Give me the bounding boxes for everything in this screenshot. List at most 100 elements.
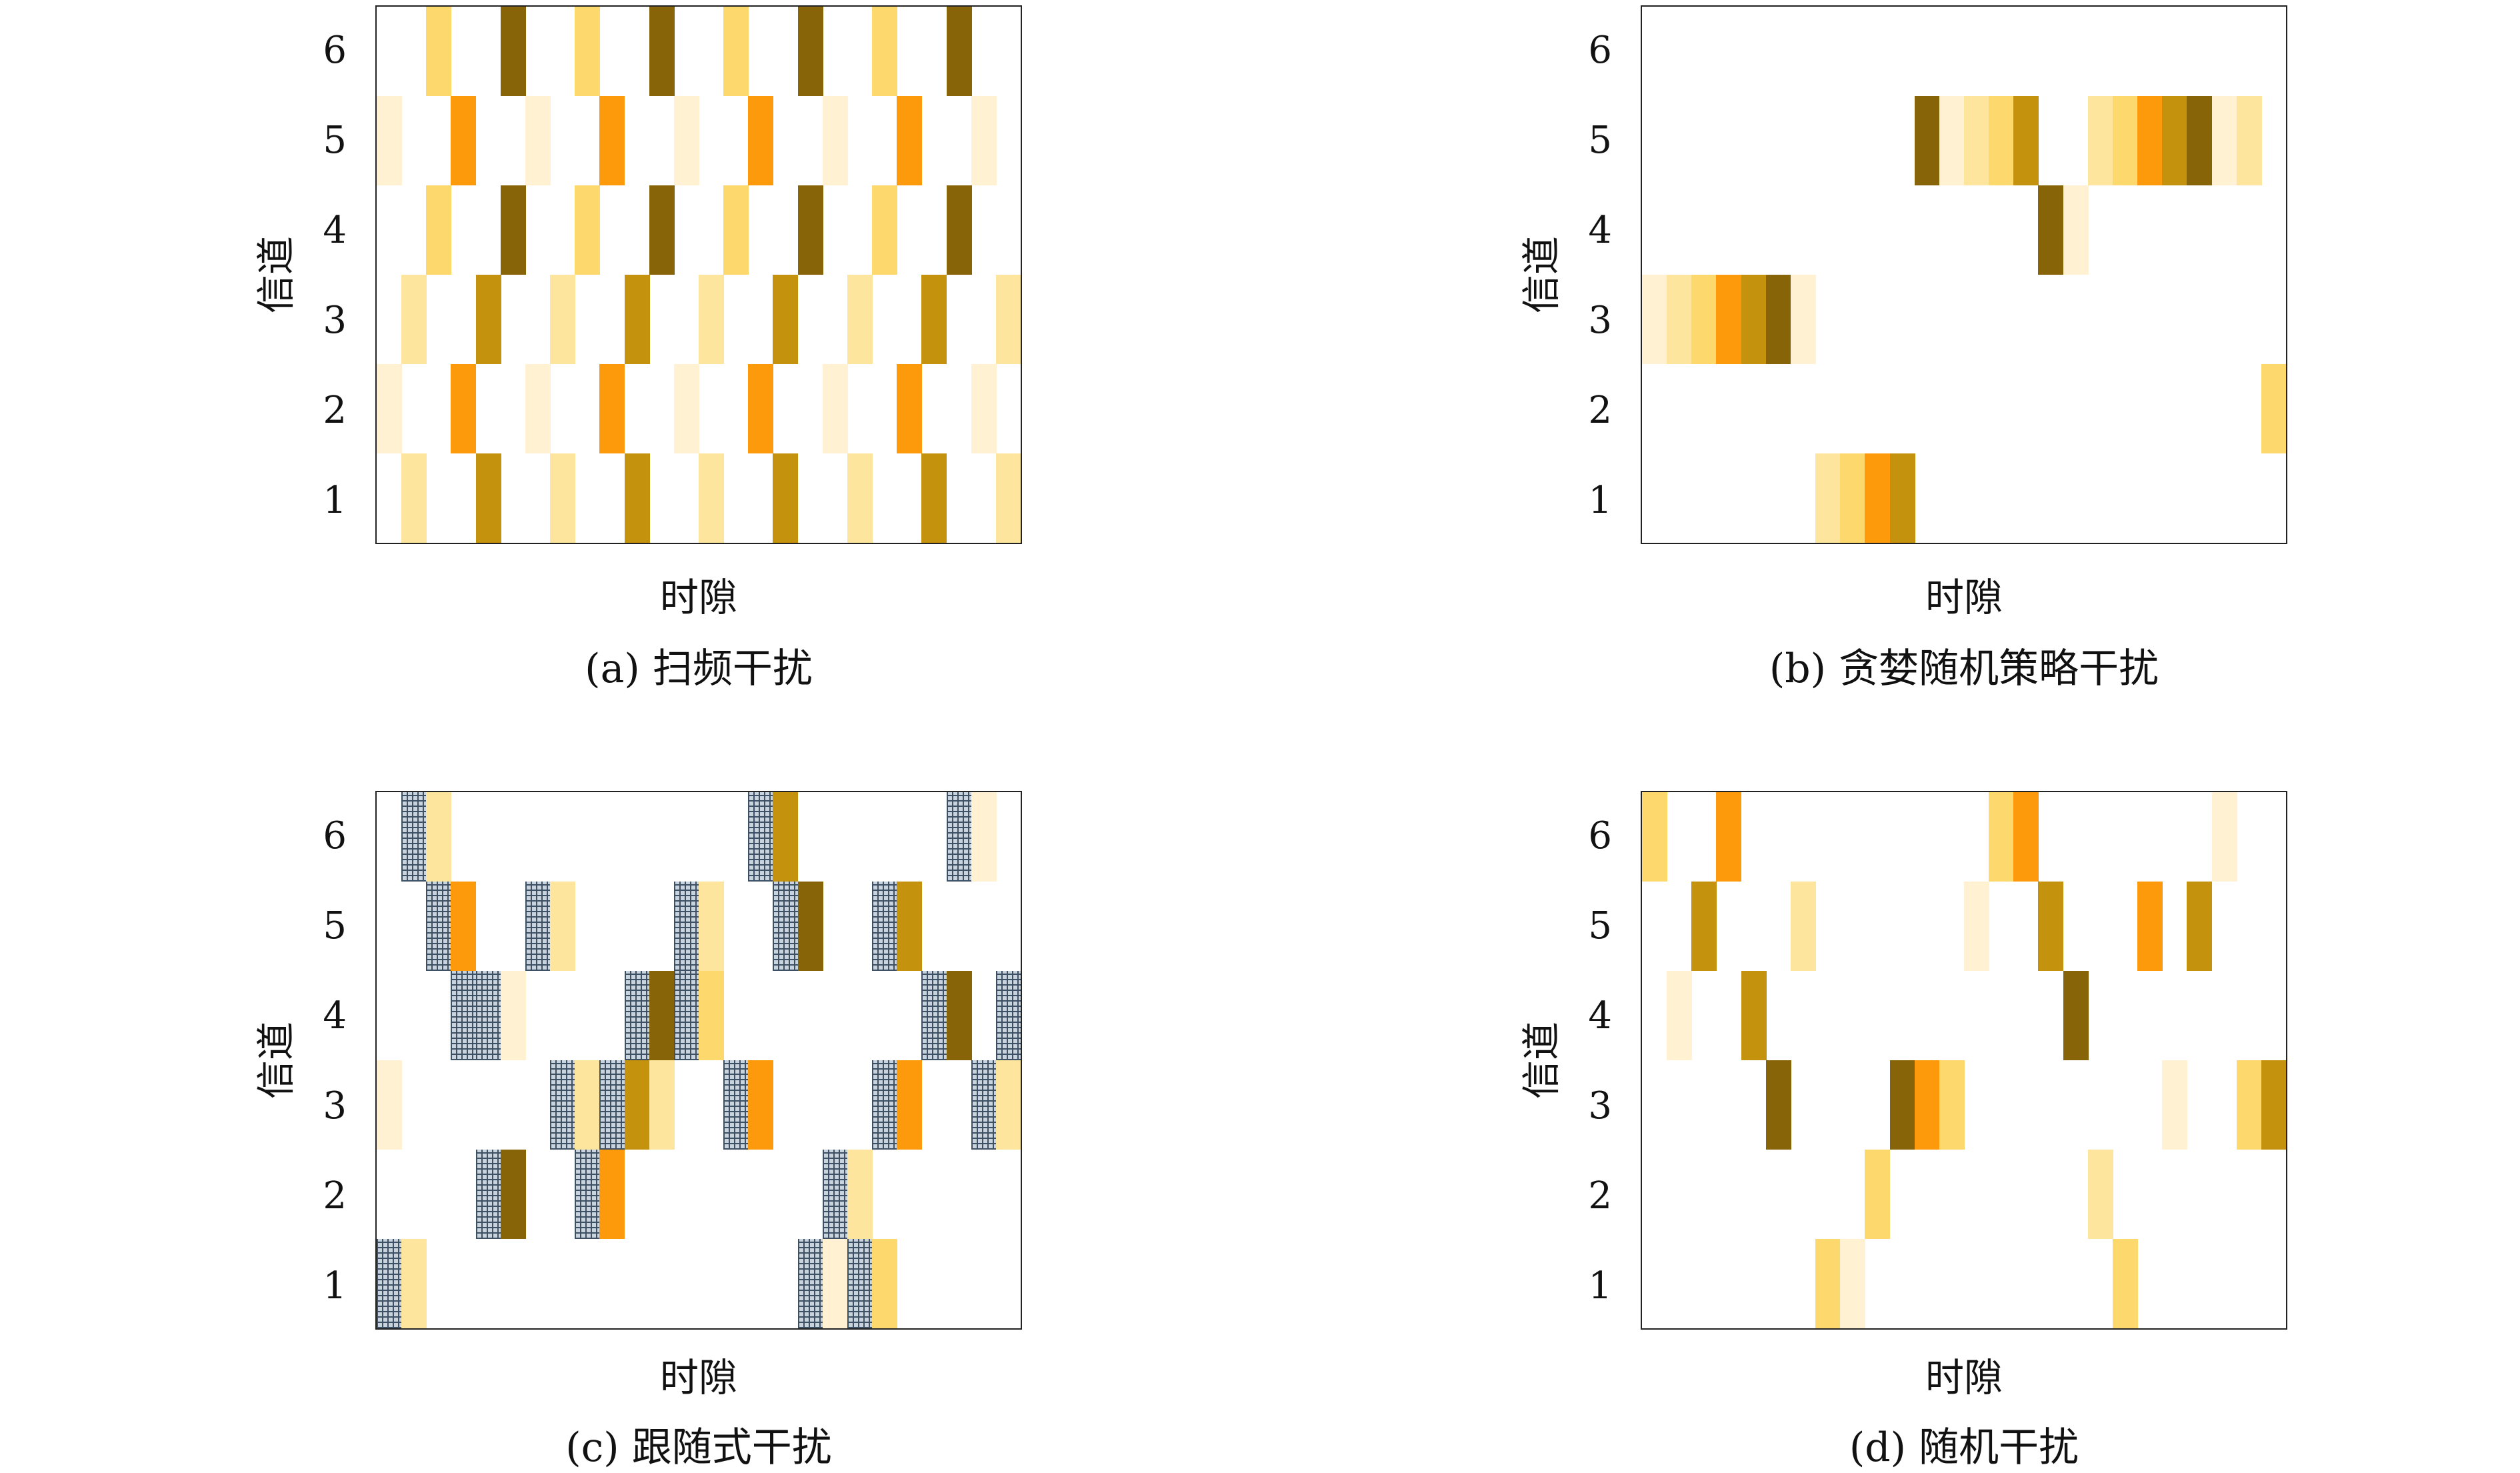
heatmap-cell — [797, 882, 823, 971]
heatmap-cell — [773, 792, 799, 882]
heatmap-cell — [1790, 275, 1816, 364]
heatmap-cell — [426, 185, 452, 275]
y-tick-2-a: 2 — [323, 389, 347, 432]
y-tick-1-b: 1 — [1588, 479, 1612, 522]
caption-b: (b) 贪婪随机策略干扰 — [1769, 645, 2159, 692]
heatmap-cell — [822, 1150, 848, 1239]
heatmap-cell — [649, 971, 675, 1060]
y-tick-3-d: 3 — [1588, 1084, 1612, 1128]
heatmap-cell — [2013, 96, 2039, 185]
heatmap-cell — [649, 1060, 675, 1150]
heatmap-cell — [673, 364, 699, 453]
heatmap-cell — [847, 1150, 873, 1239]
y-tick-6-d: 6 — [1588, 814, 1612, 858]
heatmap-cell — [1964, 882, 1989, 971]
heatmap-plot-a — [375, 5, 1022, 544]
heatmap-cell — [2087, 96, 2113, 185]
y-tick-2-b: 2 — [1588, 389, 1612, 432]
heatmap-cell — [1815, 1239, 1841, 1328]
heatmap-cell — [872, 185, 898, 275]
heatmap-cell — [401, 275, 427, 364]
heatmap-cell — [797, 7, 823, 96]
heatmap-cell — [500, 7, 526, 96]
heatmap-cell — [847, 453, 873, 543]
heatmap-cell — [1691, 882, 1717, 971]
heatmap-cell — [525, 364, 551, 453]
heatmap-plot-c — [375, 791, 1022, 1330]
heatmap-cell — [946, 7, 972, 96]
heatmap-cell — [500, 971, 526, 1060]
heatmap-cell — [897, 364, 923, 453]
y-axis-label-a: 信道 — [253, 236, 299, 314]
heatmap-cell — [1914, 96, 1940, 185]
heatmap-cell — [575, 1150, 601, 1239]
heatmap-cell — [1716, 792, 1742, 882]
heatmap-cell — [550, 275, 576, 364]
heatmap-cell — [2236, 1060, 2262, 1150]
heatmap-cell — [971, 792, 997, 882]
heatmap-cell — [451, 882, 477, 971]
heatmap-cell — [401, 1239, 427, 1328]
heatmap-cell — [2063, 185, 2089, 275]
heatmap-cell — [649, 185, 675, 275]
heatmap-cell — [971, 1060, 997, 1150]
heatmap-cell — [599, 364, 625, 453]
heatmap-cell — [401, 792, 427, 882]
heatmap-cell — [1765, 275, 1791, 364]
heatmap-cell — [872, 1060, 898, 1150]
heatmap-cell — [773, 882, 799, 971]
heatmap-cell — [1691, 275, 1717, 364]
heatmap-cell — [2261, 364, 2286, 453]
x-axis-label-b: 时隙 — [1925, 575, 2003, 620]
heatmap-cell — [1889, 1060, 1915, 1150]
heatmap-cell — [2087, 1150, 2113, 1239]
heatmap-cell — [847, 1239, 873, 1328]
heatmap-cell — [401, 453, 427, 543]
heatmap-cell — [921, 971, 947, 1060]
heatmap-cell — [773, 453, 799, 543]
heatmap-cell — [599, 96, 625, 185]
heatmap-cell — [1939, 1060, 1965, 1150]
caption-c: (c) 跟随式干扰 — [565, 1424, 832, 1471]
heatmap-cell — [699, 882, 724, 971]
y-tick-5-d: 5 — [1588, 904, 1612, 948]
heatmap-cell — [723, 185, 749, 275]
y-tick-5-c: 5 — [323, 904, 347, 948]
heatmap-cell — [1865, 453, 1891, 543]
heatmap-cell — [723, 1060, 749, 1150]
heatmap-cell — [624, 275, 650, 364]
heatmap-cell — [1642, 275, 1667, 364]
y-tick-5-b: 5 — [1588, 119, 1612, 162]
heatmap-cell — [1667, 971, 1693, 1060]
heatmap-cell — [1741, 971, 1767, 1060]
heatmap-cell — [2261, 1060, 2286, 1150]
heatmap-cell — [946, 971, 972, 1060]
y-tick-3-a: 3 — [323, 299, 347, 342]
heatmap-cell — [2187, 96, 2213, 185]
heatmap-cell — [1989, 96, 2015, 185]
heatmap-cell — [2137, 96, 2163, 185]
heatmap-cell — [377, 1060, 402, 1150]
heatmap-cell — [673, 96, 699, 185]
heatmap-cell — [673, 971, 699, 1060]
heatmap-cell — [426, 882, 452, 971]
heatmap-cell — [1889, 453, 1915, 543]
heatmap-cell — [451, 364, 477, 453]
heatmap-cell — [2187, 882, 2213, 971]
caption-d: (d) 随机干扰 — [1849, 1424, 2079, 1471]
heatmap-cell — [946, 185, 972, 275]
y-tick-1-d: 1 — [1588, 1264, 1612, 1308]
heatmap-cell — [872, 882, 898, 971]
y-tick-2-d: 2 — [1588, 1174, 1612, 1218]
heatmap-cell — [1716, 275, 1742, 364]
heatmap-cell — [377, 364, 402, 453]
heatmap-cell — [1815, 453, 1841, 543]
heatmap-cell — [897, 882, 923, 971]
heatmap-cell — [748, 96, 774, 185]
heatmap-cell — [624, 453, 650, 543]
heatmap-cell — [847, 275, 873, 364]
heatmap-cell — [575, 1060, 601, 1150]
heatmap-cell — [797, 1239, 823, 1328]
caption-a: (a) 扫频干扰 — [585, 645, 813, 692]
heatmap-cell — [1741, 275, 1767, 364]
